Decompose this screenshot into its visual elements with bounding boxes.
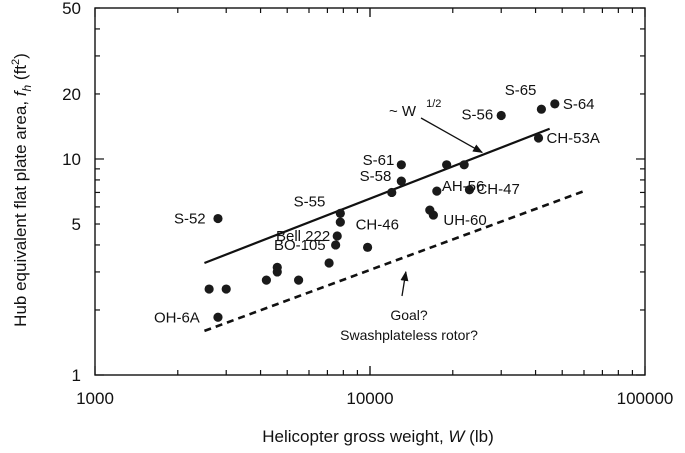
point-label: OH-6A [154,309,200,326]
point-label: UH-60 [443,212,486,229]
point-label: S-58 [360,168,392,185]
point-label: CH-47 [476,181,519,198]
data-point [432,186,442,196]
x-tick-label: 1000 [76,389,114,408]
data-point [293,275,304,285]
goal-line [203,189,585,333]
data-point [396,176,406,186]
w-half-trend-line [204,127,551,265]
goal-annotation: Goal? [390,307,428,323]
point-label: AH-56 [442,178,485,195]
w-half-arrow [420,117,483,153]
trend-lines [203,127,585,333]
data-point [335,217,345,227]
data-point [459,160,469,170]
data-point [533,133,544,143]
point-label: Bell 222 [276,228,330,245]
y-tick-label: 5 [72,215,81,234]
data-point [204,284,214,294]
point-label: BO-105 [274,237,326,254]
data-point [331,240,341,250]
point-label: S-61 [363,152,395,169]
x-tick-label: 100000 [617,389,674,408]
point-label: S-56 [462,106,494,123]
data-point [261,275,271,285]
point-label: S-64 [563,96,595,113]
data-point [464,185,475,195]
data-point [550,99,560,109]
data-point [387,187,397,198]
point-label: S-55 [294,193,326,210]
data-point [221,284,231,294]
w-half-annotation: ~ W 1/2 [389,98,441,120]
data-point [362,242,373,252]
point-label: CH-53A [547,130,600,147]
y-tick-label: 10 [62,150,81,169]
point-label: CH-46 [356,216,399,233]
goal-arrow [400,270,409,297]
y-tick-label: 20 [62,85,81,104]
point-label: S-65 [505,82,537,99]
y-axis-title: Hub equivalent flat plate area, fh (ft2) [10,53,34,327]
y-tick-label: 1 [72,366,81,385]
data-point [213,213,223,224]
data-point [213,312,223,322]
data-point [396,160,406,170]
data-point [428,210,438,220]
data-point [536,104,546,114]
annotations: ~ W 1/2 Goal? Swashplateless rotor? [340,98,483,343]
point-label: S-52 [174,211,206,228]
y-tick-label: 50 [62,0,81,18]
swashplateless-annotation: Swashplateless rotor? [340,327,478,343]
data-point [324,258,334,268]
axis-ticks: 1000 10000 100000 1 5 10 20 50 [62,0,673,408]
data-point [496,110,506,121]
data-point [442,160,452,170]
data-point [272,262,282,272]
data-point [335,208,345,218]
x-axis-title: Helicopter gross weight, W (lb) [262,427,493,446]
x-tick-label: 10000 [346,389,393,408]
data-point [332,231,342,241]
data-points [204,99,560,322]
